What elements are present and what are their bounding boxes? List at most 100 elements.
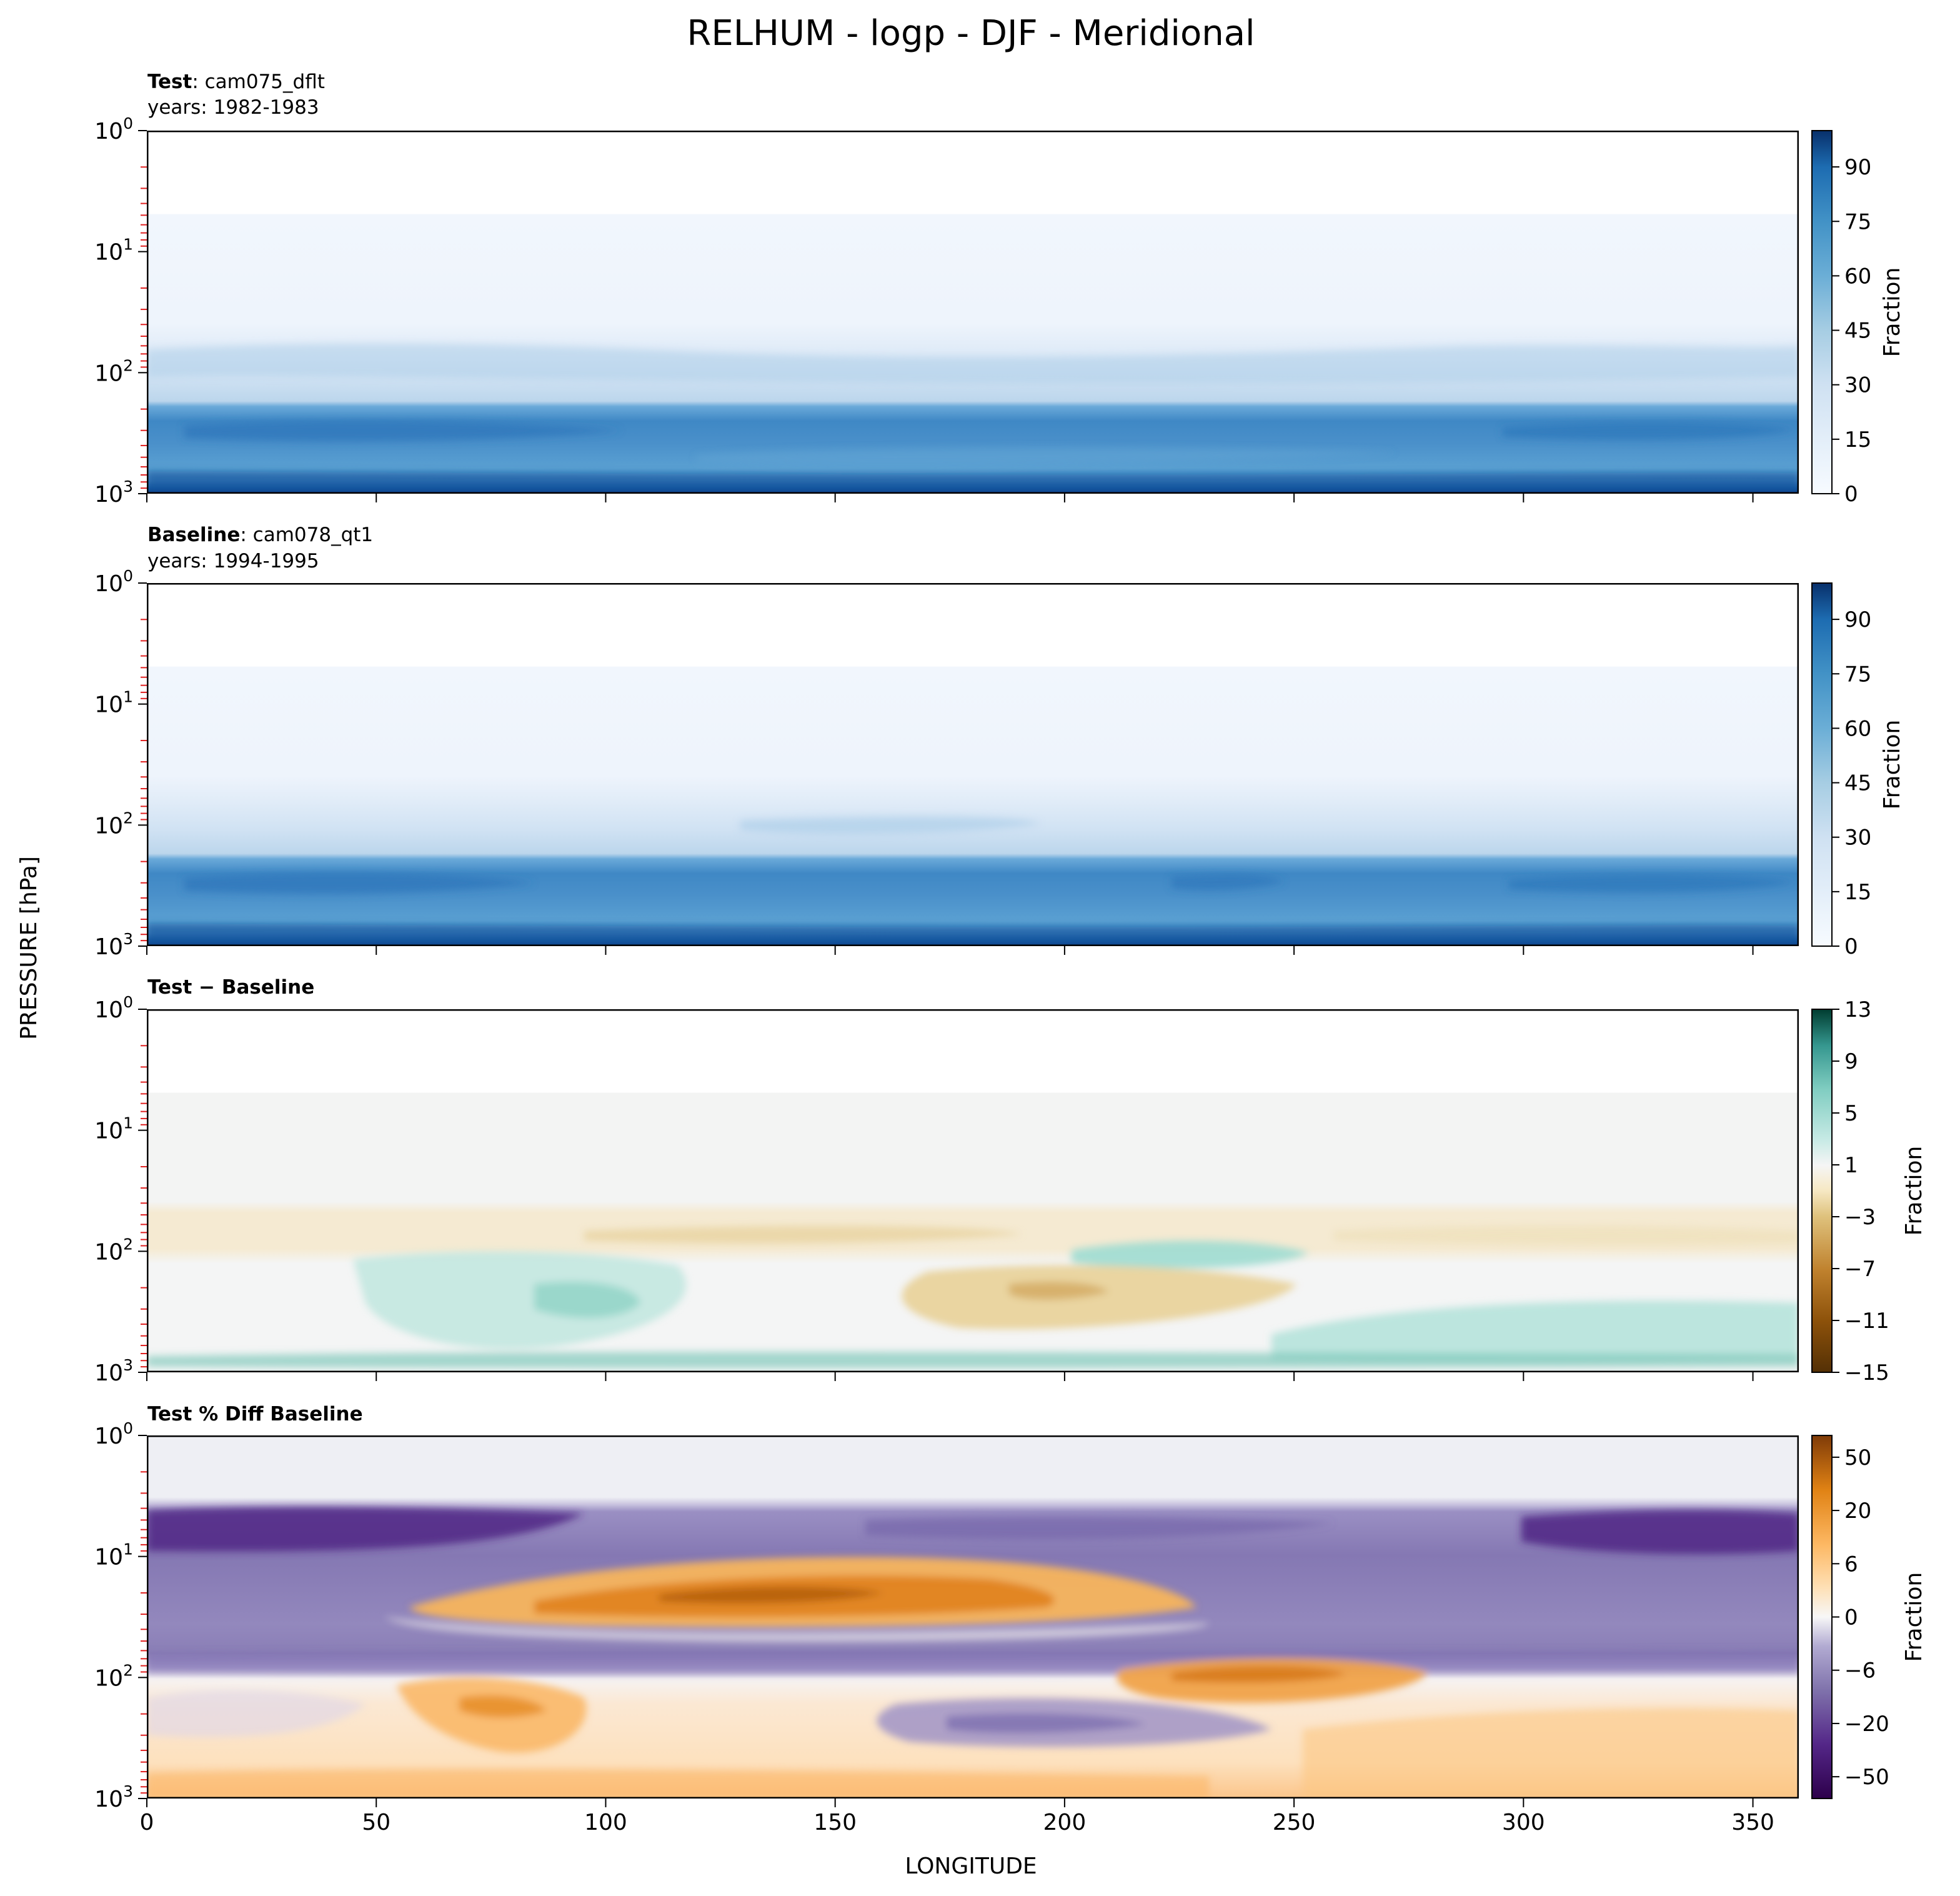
panel-pctdiff: Test % Diff Baseline — [147, 1403, 1799, 1799]
panel-baseline-plot — [147, 583, 1799, 946]
colorbar-tick-label-baseline-5: 75 — [1844, 662, 1871, 687]
y-tick-label-test-1: 101 — [94, 236, 133, 266]
colorbar-tick-label-diff-3: 1 — [1844, 1153, 1858, 1178]
panel-diff-frame — [147, 1009, 1799, 1372]
x-tick-label-6: 300 — [1502, 1810, 1545, 1835]
colorbar-tick-label-diff-2: 5 — [1844, 1101, 1858, 1126]
pct-feature-orange-surface — [1303, 1708, 1799, 1799]
colorbar-label-diff: Fraction — [1901, 1146, 1927, 1236]
figure-title: RELHUM - logp - DJF - Meridional — [687, 13, 1255, 54]
colorbar-tick-label-pctdiff-3: 0 — [1844, 1605, 1858, 1630]
x-tick-label-1: 50 — [362, 1810, 391, 1835]
panel-test: Test: cam075_dflt years: 1982-1983 — [147, 71, 1799, 494]
baseline-feature-upper-band — [740, 816, 1040, 834]
pct-feature-purple-east — [1521, 1510, 1799, 1554]
colorbar-tick-label-pctdiff-5: −20 — [1844, 1712, 1889, 1737]
panel-test-frame — [147, 131, 1799, 494]
panel-pctdiff-header: Test % Diff Baseline — [147, 1403, 363, 1425]
colorbar-tick-label-test-4: 60 — [1844, 264, 1871, 289]
colorbar-tick-label-test-3: 45 — [1844, 319, 1871, 344]
colorbar-tick-label-pctdiff-2: 6 — [1844, 1552, 1858, 1577]
test-feature-surface — [147, 471, 1799, 494]
colorbar-test-bar — [1811, 130, 1833, 494]
colorbar-diff-bar — [1811, 1009, 1833, 1373]
panel-test-header: Test: cam075_dflt — [147, 71, 325, 93]
colorbar-tick-label-baseline-1: 15 — [1844, 880, 1871, 905]
x-tick-label-4: 200 — [1043, 1810, 1087, 1835]
colorbar-label-test: Fraction — [1879, 267, 1905, 357]
x-tick-label-7: 350 — [1731, 1810, 1774, 1835]
x-tick-label-3: 150 — [813, 1810, 857, 1835]
panel-pctdiff-plot — [147, 1435, 1799, 1799]
baseline-feature-surface — [147, 924, 1799, 946]
colorbar-tick-label-diff-7: −15 — [1844, 1360, 1889, 1385]
panel-baseline-frame — [147, 583, 1799, 946]
pct-feature-orange-upper-peak — [659, 1586, 884, 1604]
diff-feature-teal-west — [353, 1251, 687, 1349]
colorbar-tick-label-diff-0: 13 — [1844, 997, 1871, 1022]
y-tick-label-pctdiff-1: 101 — [94, 1540, 133, 1570]
panel-pctdiff-frame — [147, 1435, 1799, 1799]
y-tick-label-baseline-3: 103 — [94, 930, 133, 960]
test-feature-low-mid — [697, 448, 1396, 465]
y-tick-label-baseline-0: 100 — [94, 567, 133, 597]
colorbar-pctdiff-bar — [1811, 1435, 1833, 1799]
y-tick-label-pctdiff-0: 100 — [94, 1419, 133, 1449]
panel-test-years: years: 1982-1983 — [147, 96, 319, 119]
panel-baseline-years: years: 1994-1995 — [147, 550, 319, 572]
y-tick-label-test-0: 100 — [94, 114, 133, 144]
colorbar-tick-label-baseline-6: 90 — [1844, 607, 1871, 632]
colorbar-tick-label-baseline-0: 0 — [1844, 934, 1858, 959]
colorbar-baseline-bar — [1811, 582, 1833, 947]
colorbar-tick-label-test-1: 15 — [1844, 427, 1871, 452]
colorbar-tick-label-diff-5: −7 — [1844, 1257, 1876, 1282]
test-feature-peak-east — [1503, 422, 1796, 440]
pct-feature-purple-west — [147, 1507, 584, 1552]
panel-test-plot — [147, 131, 1799, 494]
y-tick-label-diff-1: 101 — [94, 1114, 133, 1144]
colorbar-tick-label-test-2: 30 — [1844, 373, 1871, 398]
y-tick-label-test-2: 102 — [94, 356, 133, 386]
panel-diff-plot — [147, 1009, 1799, 1372]
colorbar-tick-label-diff-4: −3 — [1844, 1205, 1876, 1230]
x-tick-label-0: 0 — [140, 1810, 154, 1835]
baseline-feature-peak-east — [1509, 874, 1796, 892]
panel-pctdiff-header-bold: Test % Diff Baseline — [147, 1403, 363, 1425]
test-feature-peak-west — [184, 421, 622, 441]
colorbar-tick-label-pctdiff-6: −50 — [1844, 1765, 1889, 1790]
colorbar-tick-label-pctdiff-0: 50 — [1844, 1445, 1871, 1470]
panel-baseline: Baseline: cam078_qt1 years: 1994-1995 — [147, 524, 1799, 946]
colorbar-label-baseline: Fraction — [1879, 720, 1905, 810]
colorbar-tick-label-test-0: 0 — [1844, 482, 1858, 507]
panel-baseline-header-rest: : cam078_qt1 — [240, 524, 373, 546]
y-tick-label-pctdiff-2: 102 — [94, 1661, 133, 1691]
colorbar-tick-label-diff-1: 9 — [1844, 1049, 1858, 1074]
baseline-feature-peak-west — [184, 873, 534, 894]
pct-feature-orange-lower-east-core — [1172, 1666, 1346, 1683]
colorbars-layer: 0153045607590Fraction0153045607590Fracti… — [1811, 130, 1927, 1799]
pct-feature-orange-lower-west-core — [459, 1695, 547, 1718]
pct-feature-orange-surface-west — [147, 1769, 1209, 1799]
pct-feature-white-halo — [384, 1617, 1209, 1642]
diff-feature-upper-brown-mid — [584, 1225, 1022, 1244]
diff-feature-brown-low-core — [1009, 1282, 1109, 1300]
colorbar-tick-label-test-5: 75 — [1844, 209, 1871, 234]
panel-diff-header-bold: Test − Baseline — [147, 976, 314, 999]
y-tick-label-baseline-1: 101 — [94, 688, 133, 718]
pct-feature-purple-lower-core — [947, 1713, 1147, 1734]
colorbar-tick-label-diff-6: −11 — [1844, 1309, 1889, 1334]
panel-baseline-header-bold: Baseline — [147, 524, 240, 546]
y-tick-label-diff-2: 102 — [94, 1235, 133, 1265]
y-tick-label-diff-3: 103 — [94, 1356, 133, 1386]
colorbar-tick-label-baseline-3: 45 — [1844, 771, 1871, 796]
x-tick-label-2: 100 — [584, 1810, 627, 1835]
x-axis-label: LONGITUDE — [905, 1854, 1037, 1879]
y-tick-label-pctdiff-3: 103 — [94, 1782, 133, 1812]
diff-feature-teal-high — [1072, 1240, 1309, 1269]
diff-feature-teal-surface — [147, 1352, 1799, 1369]
panel-diff: Test − Baseline — [147, 976, 1799, 1372]
diff-feature-brown-low — [902, 1265, 1296, 1329]
y-tick-label-diff-0: 100 — [94, 993, 133, 1023]
y-axis-label: PRESSURE [hPa] — [16, 856, 42, 1040]
